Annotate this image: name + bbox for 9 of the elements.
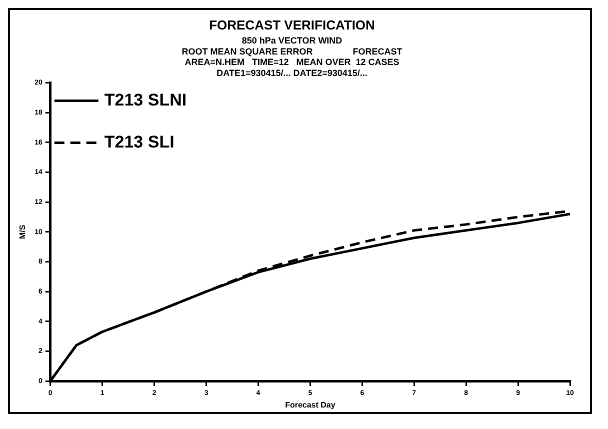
chart-title: FORECAST VERIFICATION [209, 17, 375, 32]
legend-label: T213 SLI [104, 132, 174, 152]
x-axis-title: Forecast Day [285, 400, 336, 410]
text: ROOT MEAN SQUARE ERROR FORECAST [182, 46, 403, 56]
chart-subtitle: 850 hPa VECTOR WIND [242, 35, 343, 46]
text: AREA=N.HEM TIME=12 MEAN OVER 12 CASES [184, 57, 400, 68]
text: DATE1=930415/... DATE2=930415/... [216, 68, 368, 78]
legend-label: T213 SLNI [104, 90, 187, 110]
y-axis-title: M/S [18, 224, 28, 240]
